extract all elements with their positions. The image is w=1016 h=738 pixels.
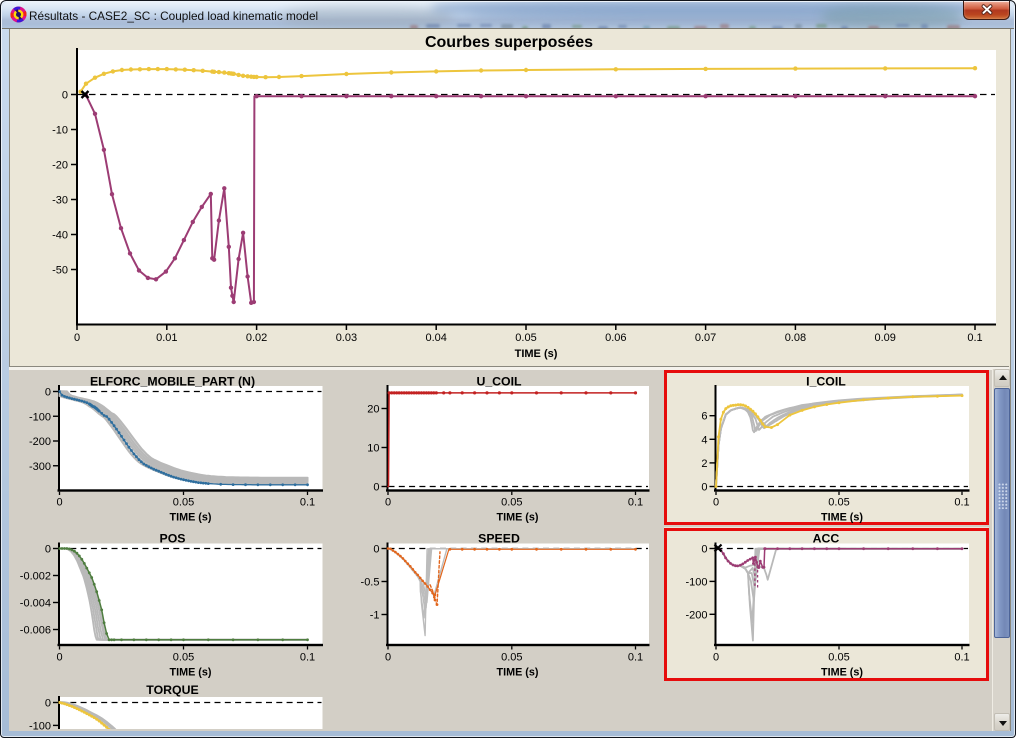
svg-text:20: 20 bbox=[367, 404, 379, 416]
svg-text:Courbes superposées: Courbes superposées bbox=[425, 34, 593, 51]
svg-text:0.05: 0.05 bbox=[173, 652, 194, 664]
svg-text:TORQUE: TORQUE bbox=[146, 683, 198, 697]
svg-text:ELFORC_MOBILE_PART (N): ELFORC_MOBILE_PART (N) bbox=[90, 375, 255, 389]
svg-text:0: 0 bbox=[713, 652, 719, 664]
svg-text:-30: -30 bbox=[52, 195, 68, 207]
svg-text:-200: -200 bbox=[685, 609, 707, 621]
svg-text:0: 0 bbox=[701, 544, 707, 556]
svg-text:U_COIL: U_COIL bbox=[476, 375, 522, 389]
svg-text:0.05: 0.05 bbox=[501, 652, 522, 664]
svg-text:ACC: ACC bbox=[813, 532, 840, 546]
svg-text:0.02: 0.02 bbox=[246, 332, 267, 344]
svg-text:0: 0 bbox=[74, 332, 80, 344]
svg-text:TIME (s): TIME (s) bbox=[170, 512, 212, 524]
svg-text:0.05: 0.05 bbox=[828, 497, 849, 509]
svg-text:POS: POS bbox=[160, 532, 186, 546]
svg-text:TIME (s): TIME (s) bbox=[170, 667, 212, 679]
svg-text:0.08: 0.08 bbox=[785, 332, 806, 344]
svg-text:TIME (s): TIME (s) bbox=[821, 667, 863, 679]
svg-text:0.1: 0.1 bbox=[628, 652, 643, 664]
svg-text:0.06: 0.06 bbox=[605, 332, 626, 344]
svg-text:-40: -40 bbox=[52, 230, 68, 242]
svg-text:6: 6 bbox=[701, 411, 707, 423]
svg-text:0: 0 bbox=[45, 387, 51, 399]
svg-text:0.07: 0.07 bbox=[695, 332, 716, 344]
svg-text:10: 10 bbox=[367, 443, 379, 455]
svg-text:-20: -20 bbox=[52, 160, 68, 172]
svg-text:0.1: 0.1 bbox=[967, 332, 982, 344]
svg-text:0: 0 bbox=[373, 482, 379, 494]
svg-text:-10: -10 bbox=[52, 125, 68, 137]
svg-text:0: 0 bbox=[385, 652, 391, 664]
svg-text:-200: -200 bbox=[29, 436, 51, 448]
svg-text:-0.5: -0.5 bbox=[361, 577, 380, 589]
svg-text:0: 0 bbox=[373, 544, 379, 556]
svg-text:0.1: 0.1 bbox=[628, 497, 643, 509]
svg-text:0.1: 0.1 bbox=[300, 497, 315, 509]
svg-text:TIME (s): TIME (s) bbox=[497, 667, 539, 679]
svg-text:4: 4 bbox=[701, 434, 707, 446]
svg-text:0: 0 bbox=[713, 497, 719, 509]
svg-text:2: 2 bbox=[701, 458, 707, 470]
svg-text:-300: -300 bbox=[29, 461, 51, 473]
svg-text:0.09: 0.09 bbox=[874, 332, 895, 344]
svg-text:0.05: 0.05 bbox=[828, 652, 849, 664]
svg-text:I_COIL: I_COIL bbox=[806, 375, 846, 389]
svg-text:TIME (s): TIME (s) bbox=[497, 512, 539, 524]
svg-text:0.05: 0.05 bbox=[501, 497, 522, 509]
svg-text:0.05: 0.05 bbox=[515, 332, 536, 344]
svg-text:0.01: 0.01 bbox=[156, 332, 177, 344]
svg-text:-0.006: -0.006 bbox=[20, 625, 51, 637]
svg-text:0: 0 bbox=[385, 497, 391, 509]
svg-text:-100: -100 bbox=[29, 411, 51, 423]
svg-text:-100: -100 bbox=[685, 576, 707, 588]
svg-text:TIME (s): TIME (s) bbox=[515, 348, 558, 360]
svg-text:0: 0 bbox=[62, 90, 68, 102]
svg-text:0: 0 bbox=[45, 544, 51, 556]
svg-text:-0.004: -0.004 bbox=[20, 598, 51, 610]
svg-text:-1: -1 bbox=[370, 610, 380, 622]
svg-text:SPEED: SPEED bbox=[478, 532, 520, 546]
svg-text:-100: -100 bbox=[29, 720, 51, 732]
svg-text:0.1: 0.1 bbox=[300, 652, 315, 664]
svg-text:-0.002: -0.002 bbox=[20, 571, 51, 583]
svg-text:0.04: 0.04 bbox=[425, 332, 446, 344]
svg-text:TIME (s): TIME (s) bbox=[821, 512, 863, 524]
svg-text:0.1: 0.1 bbox=[954, 497, 969, 509]
svg-text:-50: -50 bbox=[52, 265, 68, 277]
svg-text:0: 0 bbox=[701, 482, 707, 494]
svg-text:0.05: 0.05 bbox=[173, 497, 194, 509]
svg-text:0: 0 bbox=[56, 497, 62, 509]
svg-text:0.03: 0.03 bbox=[336, 332, 357, 344]
svg-text:0.1: 0.1 bbox=[954, 652, 969, 664]
svg-text:0: 0 bbox=[45, 698, 51, 710]
svg-text:0: 0 bbox=[56, 652, 62, 664]
